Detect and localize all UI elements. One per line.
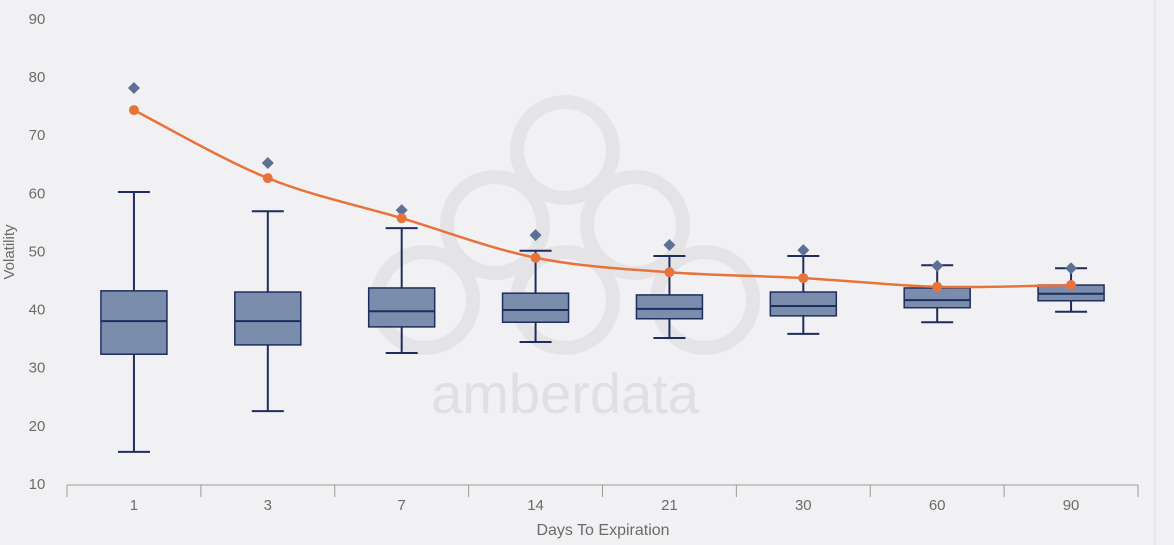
outlier [529,229,542,242]
y-tick-label: 10 [29,476,46,493]
outlier [797,244,810,257]
x-tick-label: 7 [398,497,406,514]
x-tick-label: 3 [264,497,272,514]
x-tick-label: 90 [1063,497,1080,514]
box [501,292,570,323]
x-tick-label: 60 [929,497,946,514]
y-tick-label: 30 [29,360,46,377]
y-tick-label: 80 [29,69,46,86]
trend-line [133,108,1072,289]
trend-point [932,281,943,292]
x-tick-label: 1 [130,497,138,514]
y-tick-label: 20 [29,418,46,435]
trend-point [396,213,407,224]
outlier [261,156,274,169]
x-tick-label: 14 [527,497,544,514]
watermark: amberdata [431,362,700,425]
box [769,291,838,317]
trend-point [798,273,809,284]
y-tick-label: 60 [29,185,46,202]
x-tick-label: 30 [795,497,812,514]
box [367,287,436,328]
trend-point [1066,280,1077,291]
box [100,290,168,355]
outlier [663,238,676,251]
outlier [931,259,944,272]
box [635,294,704,320]
trend-point [262,173,273,184]
x-tick-label: 21 [661,497,678,514]
trend-point [530,252,541,263]
y-tick-label: 90 [29,11,46,28]
box [234,291,302,346]
outlier [395,204,408,217]
outlier [127,82,140,95]
x-axis-label: Days To Expiration [536,522,669,539]
y-tick-label: 70 [29,127,46,144]
y-tick-label: 50 [29,243,46,260]
trend-point [664,267,675,278]
trend-point [128,105,139,116]
y-axis-label: Volatility [1,224,18,280]
outlier [1065,262,1078,275]
y-tick-label: 40 [29,302,46,319]
